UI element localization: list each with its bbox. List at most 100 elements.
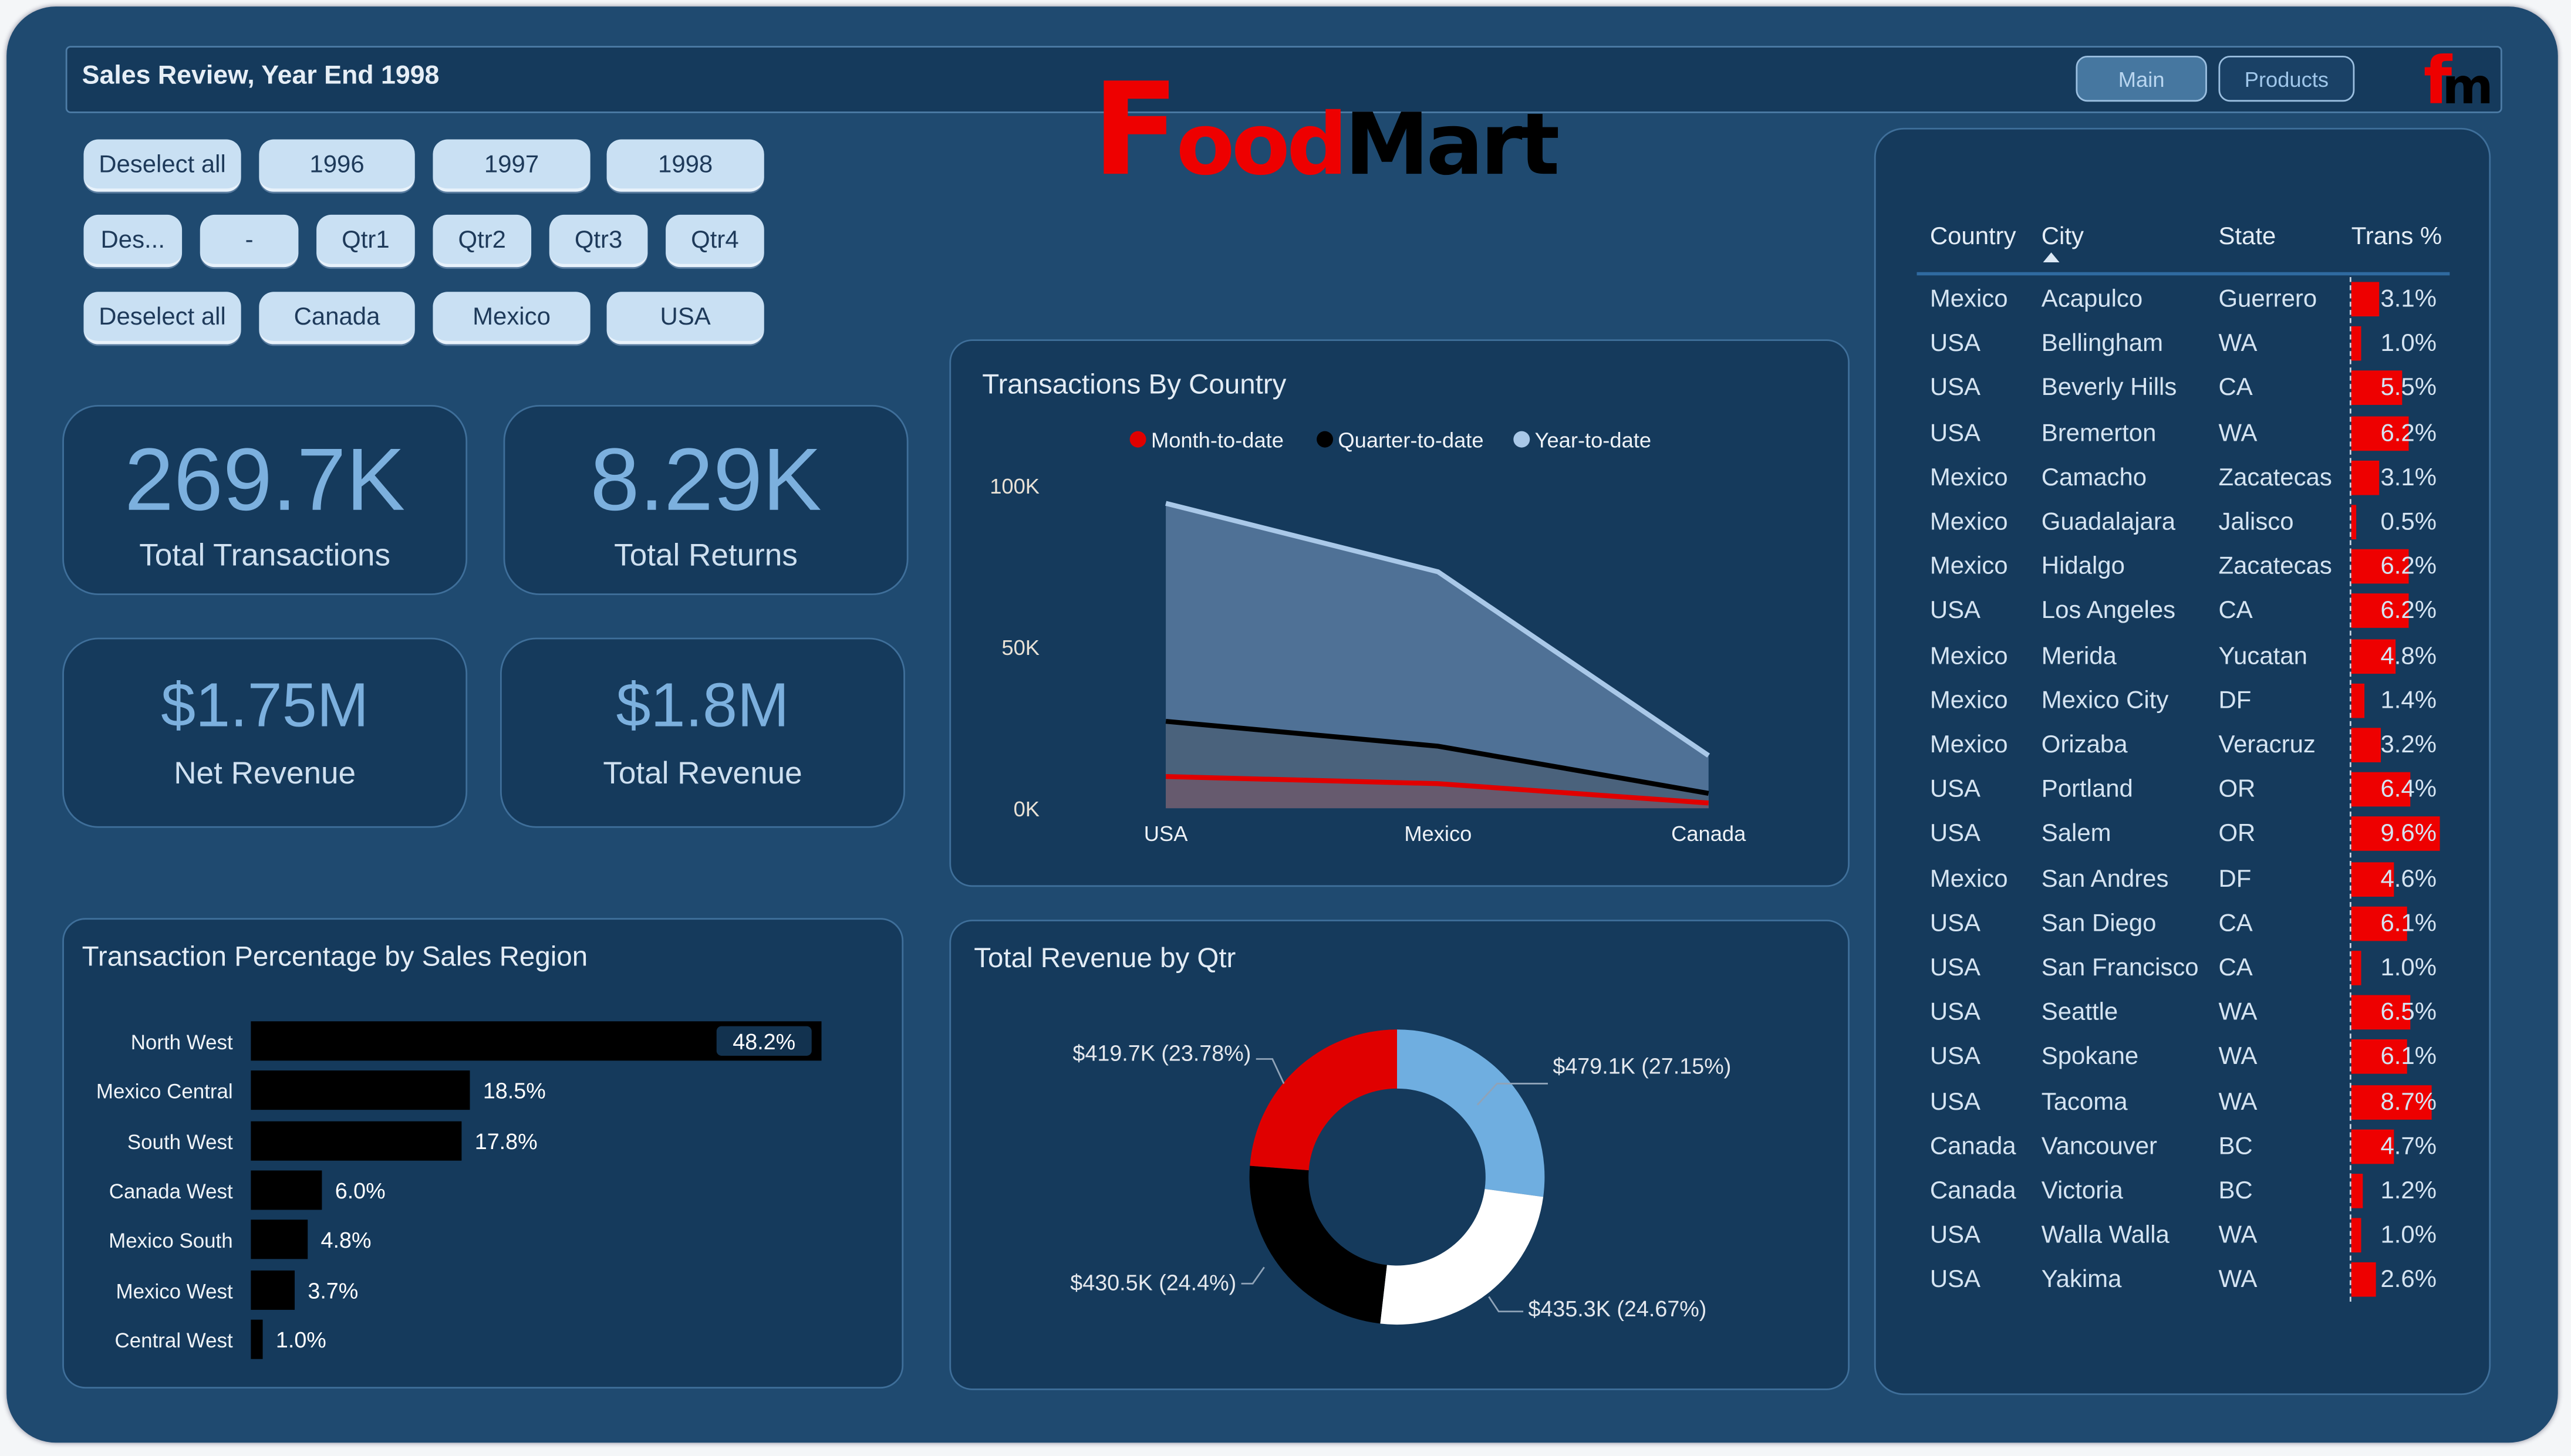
state-cell: WA — [2218, 329, 2258, 358]
state-cell: Jalisco — [2218, 508, 2294, 536]
x-tick-label: Mexico — [1404, 822, 1472, 846]
table-row[interactable] — [1917, 1218, 2449, 1254]
trans-percent-cell: 1.2% — [2380, 1177, 2437, 1205]
donut-slice[interactable] — [1380, 1188, 1544, 1325]
donut-slice[interactable] — [1396, 1029, 1545, 1197]
page-title: Sales Review, Year End 1998 — [82, 62, 440, 90]
slicer-year-button[interactable]: 1997 — [433, 139, 591, 192]
bar[interactable] — [251, 1219, 308, 1259]
trans-percent-bar — [2351, 1040, 2408, 1075]
chart-title: Transactions By Country — [982, 369, 1287, 400]
trans-percent-bar — [2351, 1218, 2361, 1253]
slicer-country-button[interactable]: Canada — [259, 292, 415, 344]
trans-percent-bar — [2351, 906, 2408, 941]
bar-axis-line — [2349, 277, 2351, 1302]
city-cell: Salem — [2041, 820, 2111, 849]
city-table-panel: Country City State Trans % Mexico Acapulco Gue… — [1874, 127, 2491, 1396]
column-header-country[interactable]: Country — [1929, 222, 2016, 251]
city-cell: Los Angeles — [2041, 597, 2176, 626]
kpi-value: $1.8M — [616, 672, 789, 741]
category-label: Mexico South — [109, 1229, 232, 1252]
slicer-country-button[interactable]: Mexico — [433, 292, 591, 344]
slicer-quarter-button[interactable]: Qtr4 — [666, 214, 764, 268]
category-label: South West — [127, 1131, 233, 1154]
slicer-year-button[interactable]: 1996 — [259, 139, 415, 192]
foodmart-logo: FoodMart — [1092, 66, 1560, 197]
table-row[interactable] — [1917, 326, 2449, 362]
data-label: 4.8% — [321, 1228, 372, 1252]
column-header-trans[interactable]: Trans % — [2351, 222, 2442, 251]
country-cell: Canada — [1929, 1177, 2016, 1205]
legend-marker — [1129, 431, 1146, 448]
trans-percent-bar — [2351, 549, 2408, 584]
state-cell: CA — [2218, 374, 2253, 403]
city-cell: Spokane — [2041, 1043, 2139, 1072]
leader-line — [1256, 1058, 1285, 1085]
slicer-quarter-button[interactable]: Qtr2 — [433, 214, 532, 268]
bar[interactable] — [251, 1121, 462, 1161]
state-cell: CA — [2218, 597, 2253, 626]
city-cell: Victoria — [2041, 1177, 2123, 1205]
column-header-state[interactable]: State — [2218, 222, 2276, 251]
kpi-value: 8.29K — [590, 431, 822, 530]
trans-percent-cell: 3.1% — [2380, 285, 2437, 313]
data-label: 1.0% — [276, 1327, 326, 1352]
trans-percent-bar — [2351, 728, 2381, 762]
sort-ascending-icon[interactable] — [2043, 252, 2060, 262]
country-cell: USA — [1929, 597, 1980, 626]
slice-label: $435.3K (24.67%) — [1528, 1296, 1706, 1321]
trans-percent-cell: 3.2% — [2380, 731, 2437, 759]
slicer-quarter-button[interactable]: Qtr1 — [316, 214, 415, 268]
leader-line — [1241, 1266, 1265, 1285]
trans-percent-cell: 1.0% — [2380, 954, 2437, 982]
country-cell: Mexico — [1929, 508, 2008, 536]
slice-label: $419.7K (23.78%) — [1072, 1041, 1251, 1065]
revenue-by-qtr-panel: Total Revenue by Qtr $479.1K (27.15%) $43… — [949, 920, 1850, 1390]
header-divider — [1917, 272, 2450, 276]
fm-logo-icon: fm — [2423, 44, 2494, 120]
slicer-country-button[interactable]: Deselect all — [83, 292, 241, 344]
country-cell: Mexico — [1929, 285, 2008, 313]
slicer-year-button[interactable]: Deselect all — [83, 139, 241, 192]
trans-percent-bar — [2351, 639, 2395, 673]
trans-percent-cell: 9.6% — [2380, 820, 2437, 849]
slicer-quarter-button[interactable]: - — [200, 214, 299, 268]
country-cell: USA — [1929, 374, 1980, 403]
donut-slice[interactable] — [1250, 1029, 1397, 1171]
slicer-quarter-button[interactable]: Qtr3 — [549, 214, 648, 268]
logo-text-mart: Mart — [1344, 96, 1560, 195]
state-cell: Veracruz — [2218, 731, 2316, 759]
bar[interactable] — [251, 1070, 470, 1110]
nav-main-button[interactable]: Main — [2076, 55, 2207, 102]
donut-slice[interactable] — [1249, 1166, 1387, 1324]
country-cell: USA — [1929, 1087, 1980, 1116]
country-cell: Mexico — [1929, 864, 2008, 893]
country-cell: Canada — [1929, 1132, 2016, 1161]
slicer-country-button[interactable]: USA — [606, 292, 764, 344]
city-cell: Bellingham — [2041, 329, 2164, 358]
legend-label: Quarter-to-date — [1338, 428, 1483, 452]
trans-percent-cell: 1.0% — [2380, 329, 2437, 358]
nav-products-button[interactable]: Products — [2218, 55, 2355, 102]
category-label: North West — [131, 1031, 233, 1054]
column-header-city[interactable]: City — [2041, 222, 2084, 251]
city-cell: Bremerton — [2041, 418, 2157, 447]
trans-percent-cell: 6.5% — [2380, 998, 2437, 1027]
trans-percent-cell: 3.1% — [2380, 463, 2437, 492]
trans-percent-cell: 4.7% — [2380, 1132, 2437, 1161]
state-cell: Zacatecas — [2218, 552, 2332, 581]
leader-line — [1476, 1083, 1548, 1106]
bar[interactable] — [251, 1319, 263, 1359]
slicer-quarter-button[interactable]: Des... — [83, 214, 183, 268]
country-cell: USA — [1929, 775, 1980, 804]
trans-percent-cell: 6.2% — [2380, 418, 2437, 447]
series-line-quarter-to-date — [1165, 718, 1709, 796]
city-cell: Portland — [2041, 775, 2133, 804]
slicer-year-button[interactable]: 1998 — [606, 139, 764, 192]
bar[interactable] — [251, 1170, 322, 1210]
y-tick-label: 50K — [1001, 636, 1040, 660]
state-cell: OR — [2218, 775, 2256, 804]
bar[interactable] — [251, 1270, 295, 1310]
state-cell: WA — [2218, 418, 2258, 447]
